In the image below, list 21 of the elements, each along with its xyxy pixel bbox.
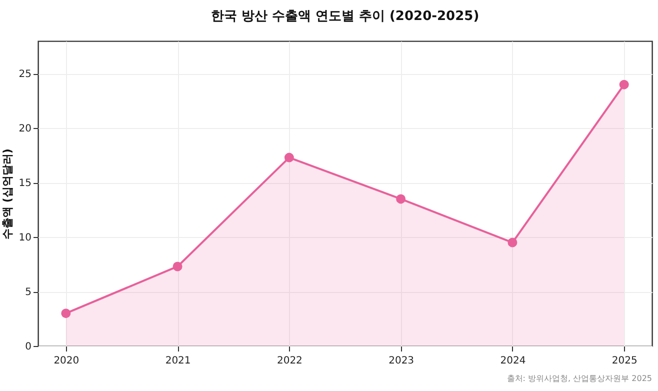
point — [396, 194, 406, 204]
y-tick-label: 25 — [18, 69, 32, 80]
y-tick-label: 0 — [25, 342, 32, 352]
x-tick-label: 2024 — [500, 356, 526, 366]
source-note: 출처: 방위사업청, 산업통상자원부 2025 — [506, 374, 652, 383]
point — [619, 80, 629, 90]
x-tick-label: 2025 — [612, 356, 638, 366]
chart-title: 한국 방산 수출액 연도별 추이 (2020-2025) — [210, 9, 480, 24]
point — [61, 308, 71, 318]
y-axis-title: 수출액 (십억달러) — [0, 148, 14, 240]
x-tick-label: 2023 — [388, 356, 414, 366]
x-tick-label: 2022 — [276, 356, 302, 366]
point — [172, 262, 182, 272]
point — [284, 152, 294, 162]
x-tick-label: 2021 — [165, 356, 191, 366]
y-tick-label: 5 — [25, 287, 32, 298]
x-tick-label: 2020 — [54, 356, 80, 366]
point — [508, 238, 518, 248]
y-tick-label: 15 — [18, 178, 32, 190]
y-tick-label: 20 — [18, 124, 32, 135]
y-tick-label: 10 — [18, 232, 32, 244]
